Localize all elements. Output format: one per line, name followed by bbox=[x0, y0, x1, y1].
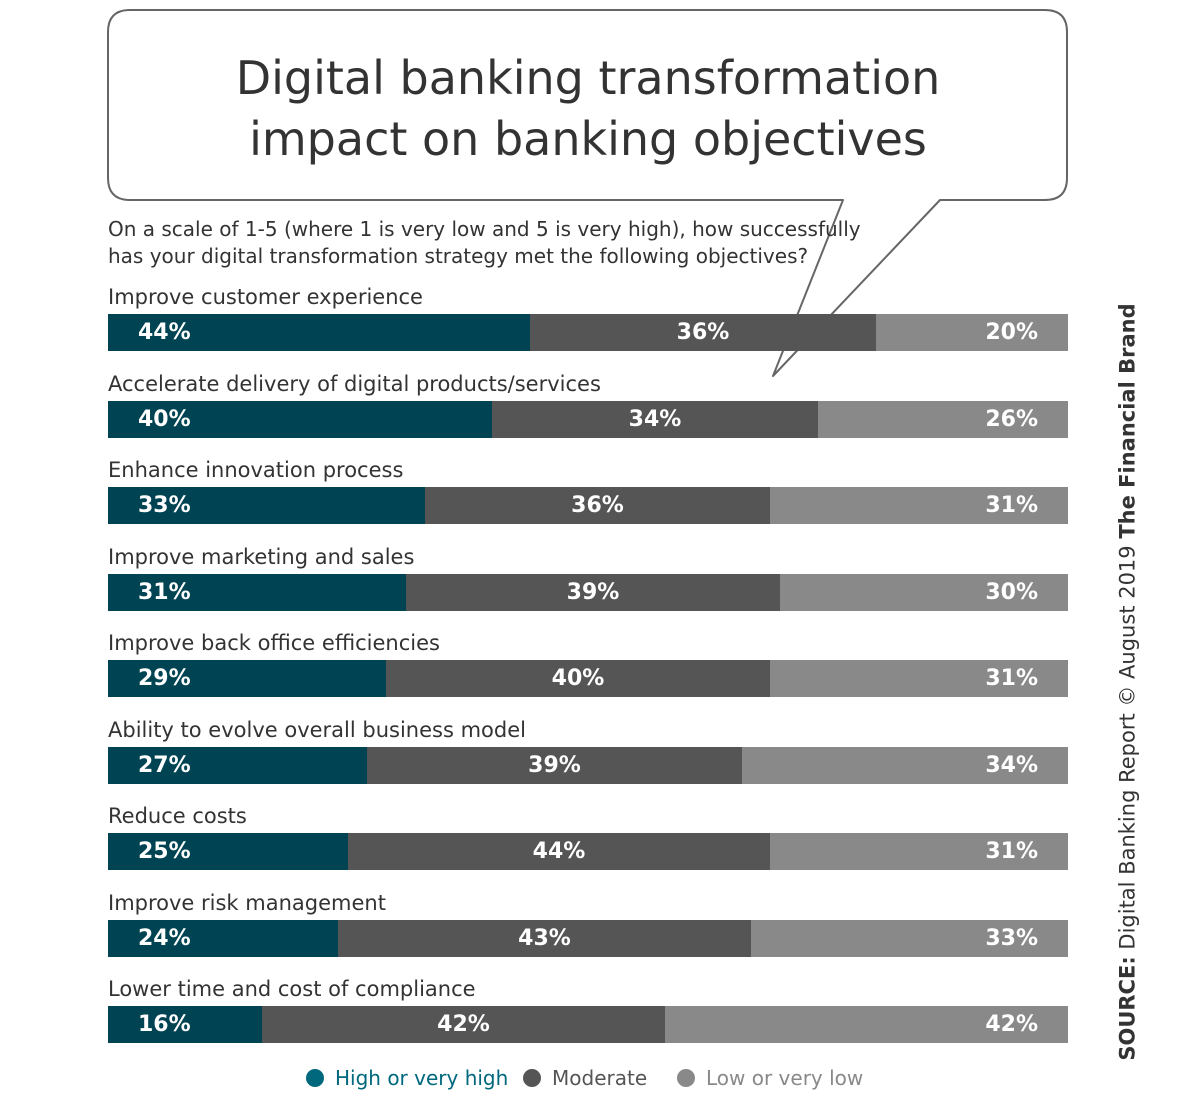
stacked-bar: 24% 43% 33% bbox=[108, 919, 1068, 957]
legend-label-high: High or very high bbox=[335, 1066, 509, 1090]
bar-segment-high: 31% bbox=[108, 573, 406, 611]
legend-label-moderate: Moderate bbox=[552, 1066, 648, 1090]
legend-dot-high bbox=[306, 1069, 324, 1087]
bar-segment-high: 16% bbox=[108, 1006, 262, 1043]
bar-segment-low: 30% bbox=[780, 573, 1068, 611]
stacked-bar: 44% 36% 20% bbox=[108, 314, 1068, 351]
stacked-bar: 27% 39% 34% bbox=[108, 746, 1068, 784]
category-label: Accelerate delivery of digital products/… bbox=[108, 371, 601, 396]
category-label: Ability to evolve overall business model bbox=[108, 717, 526, 742]
bar-segment-low: 31% bbox=[770, 487, 1068, 524]
bar-segment-low: 31% bbox=[770, 660, 1068, 697]
stacked-bar: 29% 40% 31% bbox=[108, 660, 1068, 697]
bar-segment-high: 40% bbox=[108, 400, 492, 438]
source-brand: The Financial Brand bbox=[1115, 303, 1140, 539]
bar-segment-high: 44% bbox=[108, 314, 530, 351]
source-label: SOURCE: bbox=[1115, 956, 1140, 1061]
category-label: Reduce costs bbox=[108, 804, 247, 828]
bar-segment-moderate: 34% bbox=[492, 400, 818, 438]
bar-segment-moderate: 39% bbox=[367, 746, 742, 784]
bar-segment-low: 33% bbox=[751, 919, 1068, 957]
chart-title-line-2: impact on banking objectives bbox=[249, 112, 927, 166]
bar-segment-moderate: 40% bbox=[386, 660, 770, 697]
bar-segment-low: 42% bbox=[665, 1006, 1068, 1043]
category-label: Improve risk management bbox=[108, 890, 386, 915]
chart-title-line-1: Digital banking transformation bbox=[235, 51, 941, 105]
source-text: Digital Banking Report © August 2019 bbox=[1115, 545, 1140, 950]
bar-segment-low: 34% bbox=[742, 746, 1068, 784]
bar-segment-high: 27% bbox=[108, 746, 367, 784]
bar-segment-moderate: 36% bbox=[425, 487, 770, 524]
stacked-bar: 33% 36% 31% bbox=[108, 487, 1068, 524]
legend: High or very high Moderate Low or very l… bbox=[0, 1066, 1179, 1090]
bar-segment-moderate: 43% bbox=[338, 919, 751, 957]
category-label: Improve marketing and sales bbox=[108, 544, 415, 569]
bar-segment-moderate: 44% bbox=[348, 833, 770, 870]
source-credit: SOURCE: Digital Banking Report © August … bbox=[1115, 303, 1140, 1061]
stacked-bar: 16% 42% 42% bbox=[108, 1006, 1068, 1043]
bar-segment-low: 31% bbox=[770, 833, 1068, 870]
category-label: Improve back office efficiencies bbox=[108, 631, 440, 655]
stacked-bar: 40% 34% 26% bbox=[108, 400, 1068, 438]
legend-label-low: Low or very low bbox=[706, 1066, 864, 1090]
stacked-bar: 25% 44% 31% bbox=[108, 833, 1068, 870]
legend-dot-moderate bbox=[523, 1069, 541, 1087]
bar-segment-moderate: 36% bbox=[530, 314, 876, 351]
bar-segment-high: 25% bbox=[108, 833, 348, 870]
bar-segment-high: 24% bbox=[108, 919, 338, 957]
bar-segment-low: 26% bbox=[818, 400, 1068, 438]
chart-subtitle-line-1: On a scale of 1-5 (where 1 is very low a… bbox=[108, 217, 861, 241]
bar-segment-high: 33% bbox=[108, 487, 425, 524]
bar-segment-moderate: 42% bbox=[262, 1006, 665, 1043]
chart-subtitle-line-2: has your digital transformation strategy… bbox=[108, 244, 809, 268]
bar-segment-high: 29% bbox=[108, 660, 386, 697]
category-label: Enhance innovation process bbox=[108, 458, 404, 482]
bar-segment-moderate: 39% bbox=[406, 573, 780, 611]
bar-segment-low: 20% bbox=[876, 314, 1068, 351]
category-label: Improve customer experience bbox=[108, 285, 423, 309]
legend-dot-low bbox=[677, 1069, 695, 1087]
stacked-bar: 31% 39% 30% bbox=[108, 573, 1068, 611]
category-label: Lower time and cost of compliance bbox=[108, 977, 476, 1001]
